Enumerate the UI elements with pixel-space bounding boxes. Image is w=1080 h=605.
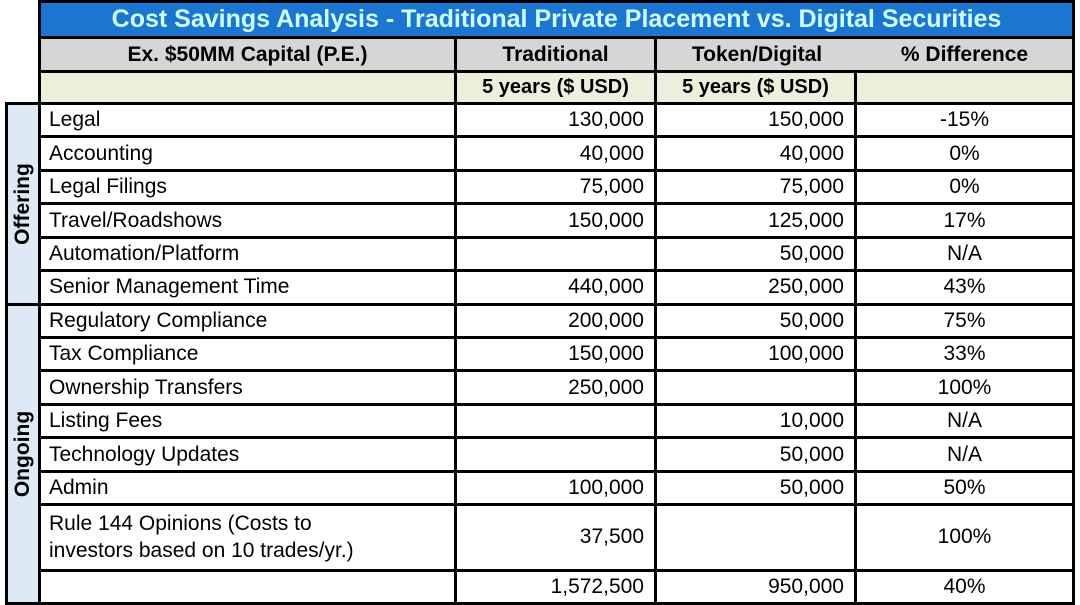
total-row-spacer xyxy=(41,571,454,602)
difference-value: N/A xyxy=(857,238,1072,270)
difference-value: -15% xyxy=(857,105,1072,136)
total-traditional-value: 1,572,500 xyxy=(457,571,654,602)
row-label-regulatory-compliance: Regulatory Compliance xyxy=(41,305,454,337)
subheader-token-period: 5 years ($ USD) xyxy=(657,73,854,102)
table-title: Cost Savings Analysis - Traditional Priv… xyxy=(41,3,1072,36)
difference-value: 43% xyxy=(857,272,1072,303)
difference-value: N/A xyxy=(857,405,1072,437)
token-value: 50,000 xyxy=(657,439,854,470)
header-capital-label: Ex. $50MM Capital (P.E.) xyxy=(41,39,454,70)
total-token-value: 950,000 xyxy=(657,571,854,602)
header-token-difference: Token/Digital % Difference xyxy=(657,39,1072,70)
group-offering: Offering xyxy=(8,105,38,303)
row-label-automation-platform: Automation/Platform xyxy=(41,238,454,270)
subheader-spacer xyxy=(41,73,454,102)
difference-value: 50% xyxy=(857,472,1072,504)
difference-value: 0% xyxy=(857,171,1072,203)
token-value: 100,000 xyxy=(657,339,854,370)
traditional-value xyxy=(457,238,654,270)
row-label-rule-144-opinions: Rule 144 Opinions (Costs to investors ba… xyxy=(41,506,454,569)
difference-value: N/A xyxy=(857,439,1072,470)
row-label-tax-compliance: Tax Compliance xyxy=(41,339,454,370)
token-value: 125,000 xyxy=(657,205,854,236)
row-label-legal-filings: Legal Filings xyxy=(41,171,454,203)
token-value xyxy=(657,372,854,403)
rule-144-label-text: Rule 144 Opinions (Costs to investors ba… xyxy=(49,512,354,563)
token-value: 50,000 xyxy=(657,305,854,337)
traditional-value xyxy=(457,439,654,470)
header-token: Token/Digital xyxy=(691,42,823,66)
token-value: 40,000 xyxy=(657,138,854,169)
header-traditional: Traditional xyxy=(457,39,654,70)
difference-value: 0% xyxy=(857,138,1072,169)
row-label-senior-management-time: Senior Management Time xyxy=(41,272,454,303)
difference-value: 75% xyxy=(857,305,1072,337)
difference-value: 100% xyxy=(857,372,1072,403)
traditional-value: 150,000 xyxy=(457,339,654,370)
table-body: Offering Ongoing Legal 130,000 150,000 -… xyxy=(5,102,1075,605)
group-ongoing: Ongoing xyxy=(8,305,38,602)
traditional-value: 150,000 xyxy=(457,205,654,236)
row-label-ownership-transfers: Ownership Transfers xyxy=(41,372,454,403)
row-label-technology-updates: Technology Updates xyxy=(41,439,454,470)
subheader-difference-spacer xyxy=(857,73,1072,102)
group-ongoing-label: Ongoing xyxy=(11,410,34,497)
token-value: 150,000 xyxy=(657,105,854,136)
group-offering-label: Offering xyxy=(11,162,35,245)
traditional-value: 440,000 xyxy=(457,272,654,303)
token-value: 10,000 xyxy=(657,405,854,437)
difference-value: 17% xyxy=(857,205,1072,236)
row-label-legal: Legal xyxy=(41,105,454,136)
row-label-admin: Admin xyxy=(41,472,454,504)
token-value: 50,000 xyxy=(657,472,854,504)
traditional-value: 37,500 xyxy=(457,506,654,569)
token-value xyxy=(657,506,854,569)
traditional-value xyxy=(457,405,654,437)
traditional-value: 130,000 xyxy=(457,105,654,136)
traditional-value: 200,000 xyxy=(457,305,654,337)
row-label-listing-fees: Listing Fees xyxy=(41,405,454,437)
total-difference-value: 40% xyxy=(857,571,1072,602)
token-value: 75,000 xyxy=(657,171,854,203)
table-header-block: Cost Savings Analysis - Traditional Priv… xyxy=(38,0,1075,102)
traditional-value: 250,000 xyxy=(457,372,654,403)
difference-value: 33% xyxy=(857,339,1072,370)
token-value: 50,000 xyxy=(657,238,854,270)
row-label-travel-roadshows: Travel/Roadshows xyxy=(41,205,454,236)
subheader-traditional-period: 5 years ($ USD) xyxy=(457,73,654,102)
token-value: 250,000 xyxy=(657,272,854,303)
traditional-value: 40,000 xyxy=(457,138,654,169)
traditional-value: 75,000 xyxy=(457,171,654,203)
traditional-value: 100,000 xyxy=(457,472,654,504)
row-label-accounting: Accounting xyxy=(41,138,454,169)
difference-value: 100% xyxy=(857,506,1072,569)
header-difference: % Difference xyxy=(900,42,1029,66)
